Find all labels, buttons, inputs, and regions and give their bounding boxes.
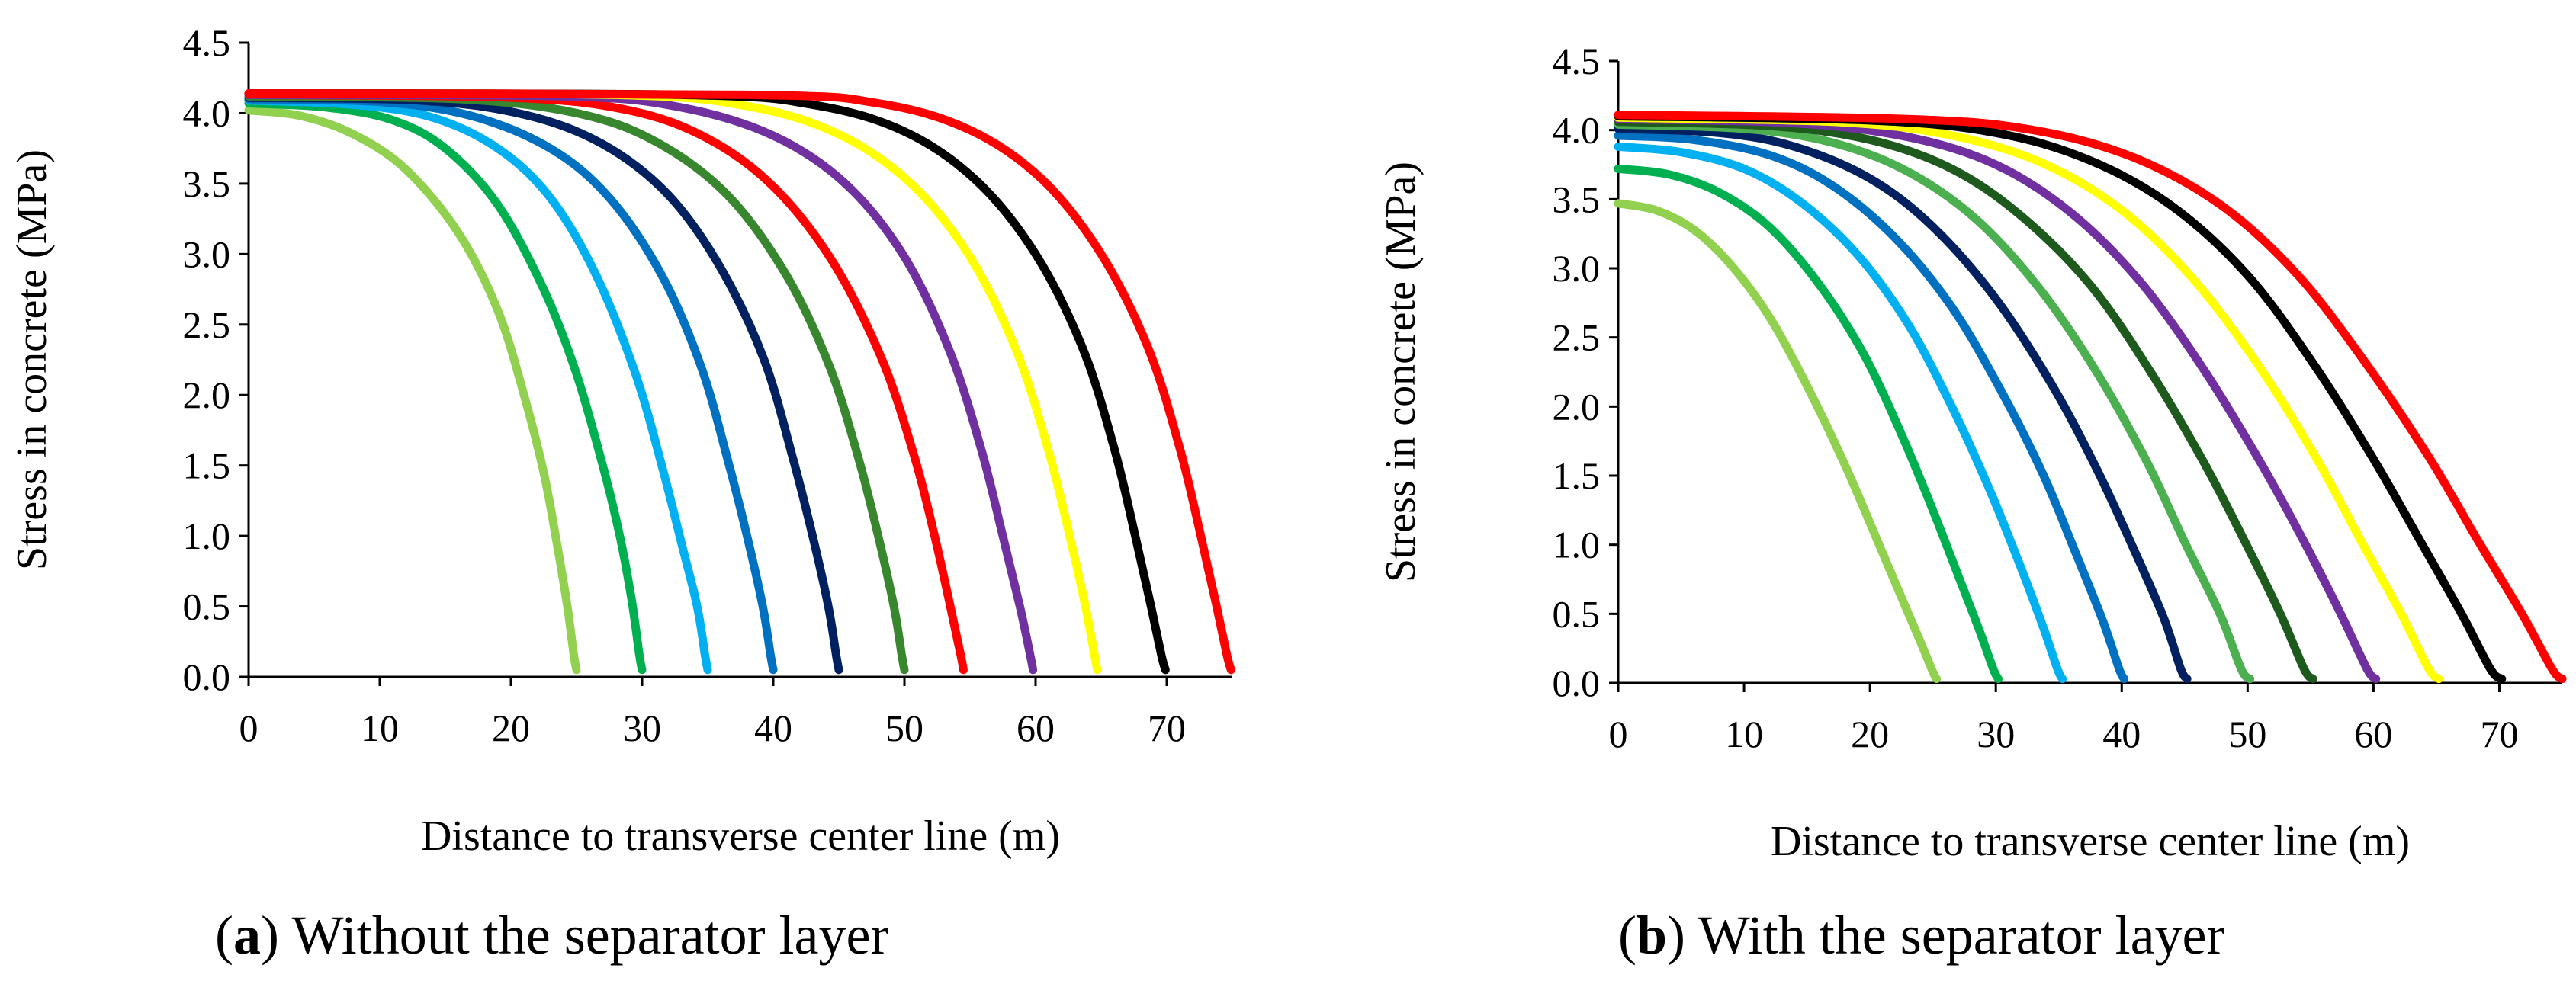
chart-a: 0.0 0.5 1.0 1.5 2.0 2.5 3.0 3.5 4.0 4.5 0 10 20 30 40 5… xyxy=(8,21,1235,860)
caption-a: (a) Without the separator layer xyxy=(215,904,888,967)
x-tick-label: 50 xyxy=(2228,713,2266,755)
x-tick-label: 70 xyxy=(1148,707,1186,749)
x-tick-label: 60 xyxy=(1017,707,1055,749)
x-tick-label: 40 xyxy=(754,707,792,749)
y-tick-label: 0.0 xyxy=(183,656,231,698)
series-line-l-40 xyxy=(244,95,778,675)
x-tick-label: 40 xyxy=(2102,713,2141,755)
caption-a-text: ) Without the separator layer xyxy=(260,905,889,966)
y-tick-label: 1.0 xyxy=(183,515,231,557)
y-tick-label: 4.0 xyxy=(1553,109,1601,152)
series-line-l-35 xyxy=(244,96,712,675)
y-tick-label: 2.0 xyxy=(183,373,231,416)
chart-b: 0.0 0.5 1.0 1.5 2.0 2.5 3.0 3.5 4.0 4.5 0 10 20 30 40 5… xyxy=(1377,40,2567,865)
series-line-l-60 xyxy=(1614,114,2381,684)
series-line-l-50 xyxy=(244,91,909,675)
series-line-l-30 xyxy=(1614,164,2003,684)
y-tick-label: 0.5 xyxy=(183,585,231,628)
x-tick-label: 50 xyxy=(885,707,923,749)
y-tick-label: 3.0 xyxy=(183,232,231,275)
caption-b-letter: b xyxy=(1636,905,1668,966)
x-tick-label: 10 xyxy=(1725,713,1763,755)
x-tick-label: 20 xyxy=(492,707,530,749)
y-tick-label: 4.5 xyxy=(183,21,231,64)
y-tick-label: 4.5 xyxy=(1553,40,1601,82)
series-line-l-65 xyxy=(1614,113,2443,684)
y-axis-label: Stress in concrete (MPa) xyxy=(8,149,56,570)
series-line-l-40 xyxy=(1614,131,2129,684)
x-axis-label: Distance to transverse center line (m) xyxy=(421,813,1060,860)
caption-b: (b) With the separator layer xyxy=(1618,904,2225,967)
series-line-l-30 xyxy=(244,99,647,675)
y-tick-label: 2.0 xyxy=(1553,385,1601,428)
series-line-l-50 xyxy=(1614,120,2255,684)
series-line-l-25 xyxy=(244,106,581,675)
x-tick-label: 30 xyxy=(623,707,661,749)
series-line-l-75 xyxy=(244,89,1235,675)
x-tick-label: 0 xyxy=(239,707,259,749)
y-tick-label: 2.5 xyxy=(183,303,231,346)
y-tick-label: 2.5 xyxy=(1553,316,1601,359)
y-tick-label: 3.0 xyxy=(1553,247,1601,290)
y-axis-label: Stress in concrete (MPa) xyxy=(1377,162,1425,582)
x-axis-label: Distance to transverse center line (m) xyxy=(1771,818,2410,865)
series-line-l-55 xyxy=(244,90,968,675)
x-tick-label: 0 xyxy=(1609,713,1628,755)
y-tick-label: 1.5 xyxy=(1553,454,1601,497)
series-line-l-45 xyxy=(1614,124,2192,684)
y-tick-label: 1.5 xyxy=(183,444,231,487)
x-tick-label: 30 xyxy=(1977,713,2015,755)
series-line-l-45 xyxy=(244,93,843,675)
y-tick-label: 4.0 xyxy=(183,91,231,134)
series-line-l-35 xyxy=(1614,142,2067,684)
caption-b-text: ) With the separator layer xyxy=(1667,905,2225,966)
y-tick-label: 3.5 xyxy=(1553,178,1601,220)
y-tick-label: 1.0 xyxy=(1553,524,1601,566)
y-tick-label: 0.5 xyxy=(1553,592,1601,635)
caption-a-letter: a xyxy=(233,905,261,966)
caption-b-open: ( xyxy=(1618,905,1636,966)
y-tick-label: 3.5 xyxy=(183,162,231,205)
x-tick-label: 10 xyxy=(361,707,399,749)
x-tick-label: 60 xyxy=(2354,713,2392,755)
x-tick-label: 70 xyxy=(2480,713,2518,755)
series-line-l-75 xyxy=(1614,111,2567,684)
caption-a-open: ( xyxy=(215,905,233,966)
series-line-l-55 xyxy=(1614,117,2317,684)
series-line-l-25 xyxy=(1614,199,1942,684)
y-tick-label: 0.0 xyxy=(1553,662,1601,704)
x-tick-label: 20 xyxy=(1851,713,1889,755)
